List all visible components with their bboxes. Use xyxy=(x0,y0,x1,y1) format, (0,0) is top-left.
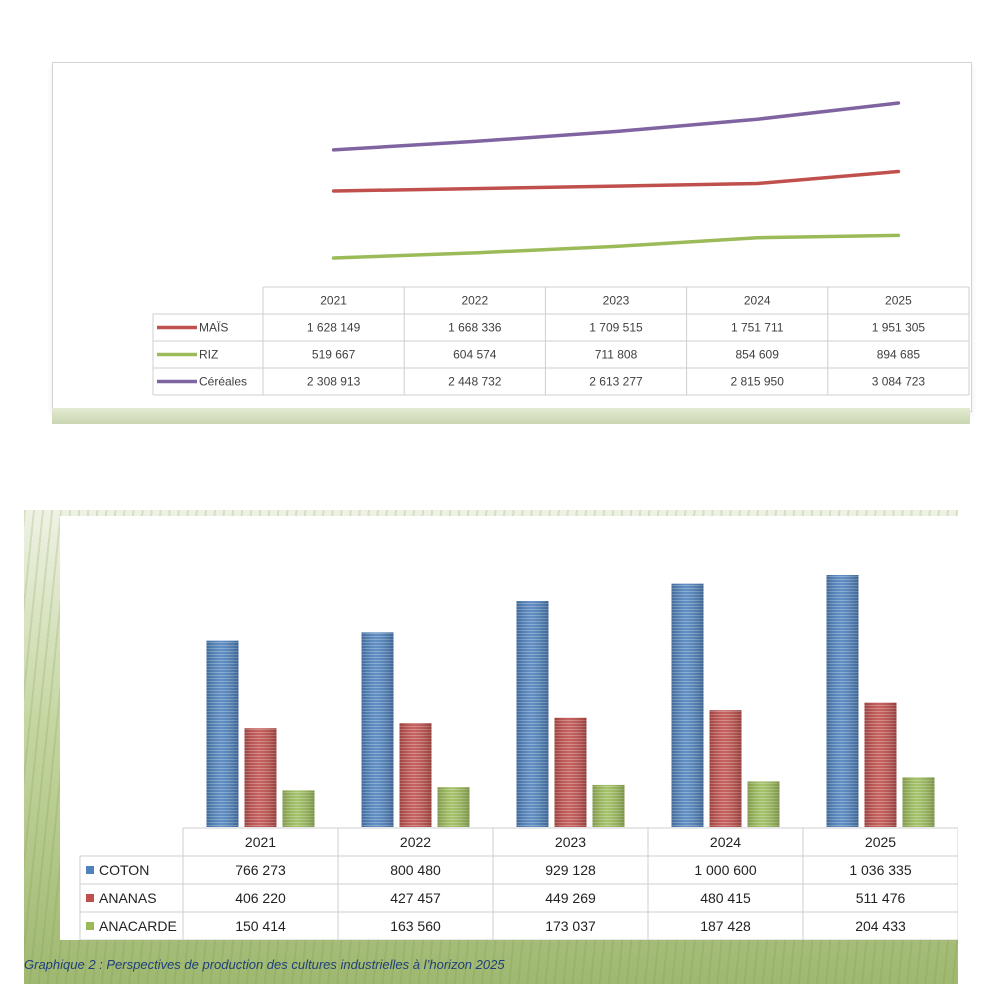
bar-shade xyxy=(747,781,780,827)
legend-label: RIZ xyxy=(199,348,218,362)
legend-key xyxy=(86,922,94,930)
bar-shade xyxy=(399,723,432,827)
data-label: 519 667 xyxy=(312,348,356,362)
bar-shade xyxy=(592,784,625,827)
legend-label: MAÏS xyxy=(199,321,228,335)
bar-shade xyxy=(516,601,549,827)
data-label: 1 000 600 xyxy=(694,862,756,878)
data-label: 2 815 950 xyxy=(731,375,785,389)
series-line-2 xyxy=(331,101,901,152)
legend-key xyxy=(86,894,94,902)
series-line-0 xyxy=(331,169,901,193)
data-label: 711 808 xyxy=(595,348,638,362)
bar-chart-svg: 2021 2022 2023 2024 2025 COTON 766 273 800 480 9… xyxy=(79,575,959,941)
bar-shade xyxy=(282,790,315,827)
data-label: 150 414 xyxy=(235,918,286,934)
figure-caption: Graphique 2 : Perspectives de production… xyxy=(24,957,505,972)
bar-shade xyxy=(437,787,470,827)
x-tick-label: 2025 xyxy=(885,294,912,308)
bar-chart-data-table: 2021 2022 2023 2024 2025 COTON 766 273 800 480 9… xyxy=(79,827,959,941)
legend-key xyxy=(86,866,94,874)
x-tick-label: 2024 xyxy=(710,834,741,850)
bar-shade xyxy=(206,640,239,827)
data-label: 1 951 305 xyxy=(872,321,926,335)
bar-shade xyxy=(244,728,277,827)
x-tick-label: 2025 xyxy=(865,834,896,850)
data-label: 854 609 xyxy=(736,348,780,362)
data-label: 449 269 xyxy=(545,890,596,906)
line-chart-plot xyxy=(331,101,901,260)
x-tick-label: 2021 xyxy=(320,294,347,308)
legend-label: COTON xyxy=(99,862,149,878)
data-label: 766 273 xyxy=(235,862,286,878)
data-label: 511 476 xyxy=(856,890,906,906)
data-label: 929 128 xyxy=(545,862,596,878)
data-label: 1 628 149 xyxy=(307,321,361,335)
data-label: 3 084 723 xyxy=(872,375,926,389)
industrial-crops-chart: 2021 2022 2023 2024 2025 COTON 766 273 800 480 9… xyxy=(60,516,959,941)
x-tick-label: 2023 xyxy=(555,834,586,850)
data-label: 427 457 xyxy=(390,890,441,906)
bar-shade xyxy=(826,575,859,827)
data-label: 604 574 xyxy=(453,348,497,362)
legend-label: Céréales xyxy=(199,375,247,389)
data-label: 204 433 xyxy=(855,918,906,934)
bar-shade xyxy=(361,632,394,827)
legend-label: ANACARDE xyxy=(99,918,177,934)
legend-label: ANANAS xyxy=(99,890,157,906)
data-label: 1 036 335 xyxy=(849,862,911,878)
x-tick-label: 2022 xyxy=(461,294,488,308)
bar-shade xyxy=(709,710,742,827)
data-label: 480 415 xyxy=(700,890,751,906)
data-label: 2 613 277 xyxy=(589,375,643,389)
bar-shade xyxy=(671,583,704,827)
data-label: 173 037 xyxy=(545,918,596,934)
series-line-1 xyxy=(331,233,901,260)
data-label: 1 709 515 xyxy=(589,321,643,335)
bar-shade xyxy=(554,717,587,827)
data-label: 406 220 xyxy=(235,890,286,906)
line-chart-data-table: 2021 2022 2023 2024 2025 MAÏS 1 628 149 1 668 3… xyxy=(152,286,970,396)
data-label: 2 308 913 xyxy=(307,375,361,389)
data-label: 1 668 336 xyxy=(448,321,502,335)
cereal-production-chart: 2021 2022 2023 2024 2025 MAÏS 1 628 149 1 668 3… xyxy=(52,62,972,412)
data-label: 1 751 711 xyxy=(731,321,784,335)
x-tick-label: 2023 xyxy=(603,294,630,308)
line-chart-svg: 2021 2022 2023 2024 2025 MAÏS 1 628 149 1 668 3… xyxy=(152,101,970,396)
decorative-strip xyxy=(52,408,970,424)
x-tick-label: 2024 xyxy=(744,294,771,308)
bar-chart-plot xyxy=(206,575,935,827)
data-label: 894 685 xyxy=(877,348,921,362)
data-label: 163 560 xyxy=(390,918,441,934)
data-label: 2 448 732 xyxy=(448,375,502,389)
bar-shade xyxy=(902,777,935,827)
data-label: 187 428 xyxy=(700,918,751,934)
bar-shade xyxy=(864,702,897,827)
x-tick-label: 2021 xyxy=(245,834,276,850)
x-tick-label: 2022 xyxy=(400,834,431,850)
data-label: 800 480 xyxy=(390,862,441,878)
